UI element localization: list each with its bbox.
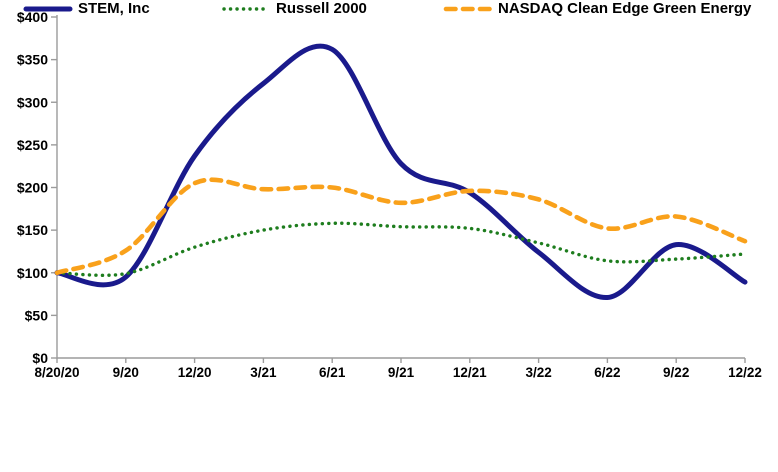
legend-label-nasdaq-clean-edge: NASDAQ Clean Edge Green Energy [498,0,752,17]
svg-text:12/21: 12/21 [453,365,487,380]
svg-text:6/21: 6/21 [319,365,346,380]
svg-text:$250: $250 [17,137,48,153]
nasdaq-dashed-line-marker [443,3,493,15]
legend-item-russell-2000: Russell 2000 [221,0,367,17]
svg-text:$150: $150 [17,222,48,238]
svg-text:12/22: 12/22 [728,365,762,380]
legend-label-stem: STEM, Inc [78,0,150,17]
svg-text:8/20/20: 8/20/20 [34,365,79,380]
svg-text:9/21: 9/21 [388,365,415,380]
svg-text:$200: $200 [17,180,48,196]
svg-text:9/20: 9/20 [113,365,139,380]
svg-text:$100: $100 [17,265,48,281]
svg-text:$350: $350 [17,52,48,68]
chart-legend: STEM, Inc Russell 2000 NASDAQ Clean Edge… [0,0,778,26]
svg-text:$0: $0 [32,350,48,366]
legend-item-stem: STEM, Inc [23,0,150,17]
legend-label-russell-2000: Russell 2000 [276,0,367,17]
svg-text:$400: $400 [17,9,48,25]
svg-text:12/20: 12/20 [178,365,212,380]
svg-text:$50: $50 [25,307,49,323]
stem-solid-line-marker [23,3,73,15]
svg-text:9/22: 9/22 [663,365,689,380]
svg-text:$300: $300 [17,94,48,110]
svg-text:3/22: 3/22 [525,365,551,380]
performance-line-chart: $0 $50 $100 $150 $200 $250 $300 $350 $400 8/20/20… [17,9,762,380]
svg-text:6/22: 6/22 [594,365,620,380]
legend-item-nasdaq-clean-edge: NASDAQ Clean Edge Green Energy [443,0,751,17]
russell-dotted-line-marker [221,3,271,15]
svg-text:3/21: 3/21 [250,365,277,380]
